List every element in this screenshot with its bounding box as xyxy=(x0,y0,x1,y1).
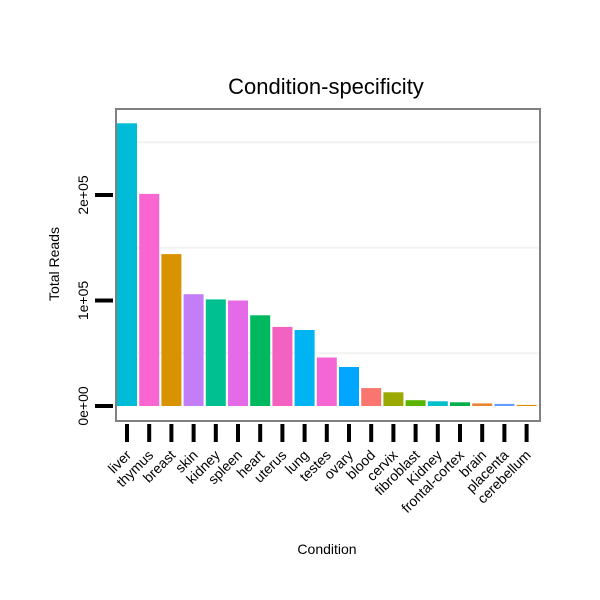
bar-testes xyxy=(316,357,337,406)
y-tick-label: 0e+00 xyxy=(75,386,91,426)
bar-brain xyxy=(472,403,493,406)
bar-blood xyxy=(361,388,382,406)
y-tick-label: 2e+05 xyxy=(75,175,91,215)
bar-frontal-cortex xyxy=(450,402,470,406)
bar-kidney xyxy=(205,299,226,406)
bar-placenta xyxy=(494,403,515,406)
x-axis: liverthymusbreastskinkidneyspleenheartut… xyxy=(105,424,534,516)
bar-thymus xyxy=(139,193,160,406)
plot-panel-border xyxy=(115,108,541,422)
y-axis: 0e+00 1e+05 2e+05 xyxy=(75,175,113,426)
bar-heart xyxy=(250,315,271,406)
bar-uterus xyxy=(272,326,293,406)
y-tick-label: 1e+05 xyxy=(75,281,91,321)
bar-ovary xyxy=(339,367,359,406)
bar-spleen xyxy=(228,300,248,406)
bar-cervix xyxy=(383,392,404,406)
y-axis-label: Total Reads xyxy=(46,227,62,301)
bar-cerebellum xyxy=(516,404,537,406)
bar-breast xyxy=(161,254,182,406)
bar-fibroblast xyxy=(405,400,426,406)
bar-kidney xyxy=(427,401,448,406)
bar-skin xyxy=(183,294,204,406)
chart-title: Condition-specificity xyxy=(228,74,424,99)
bars xyxy=(117,123,537,407)
bar-lung xyxy=(294,330,315,406)
bar-liver xyxy=(117,123,137,407)
x-axis-label: Condition xyxy=(297,541,356,557)
